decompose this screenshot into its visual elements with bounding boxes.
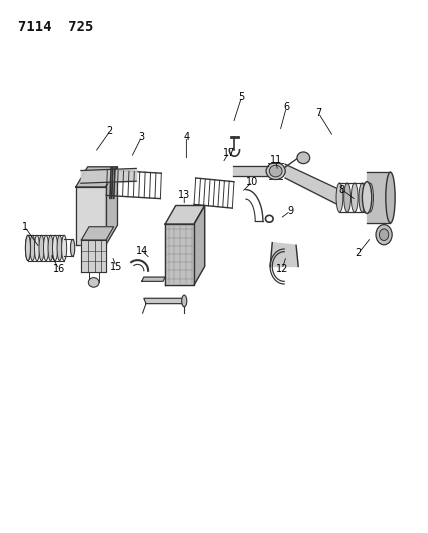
Text: 7: 7 <box>315 108 321 118</box>
Ellipse shape <box>53 235 58 261</box>
Ellipse shape <box>39 235 44 261</box>
Text: 2: 2 <box>355 248 362 259</box>
Ellipse shape <box>363 182 372 214</box>
Text: 3: 3 <box>139 132 145 142</box>
Ellipse shape <box>386 172 395 223</box>
Text: 4: 4 <box>183 132 190 142</box>
Text: 15: 15 <box>110 262 122 271</box>
Polygon shape <box>142 277 165 281</box>
Text: 5: 5 <box>238 92 245 102</box>
Ellipse shape <box>376 224 392 245</box>
Ellipse shape <box>30 235 35 261</box>
Ellipse shape <box>181 295 187 307</box>
Ellipse shape <box>266 163 285 180</box>
Ellipse shape <box>359 183 366 212</box>
Ellipse shape <box>25 235 30 261</box>
Text: 8: 8 <box>339 184 345 195</box>
Polygon shape <box>106 167 117 245</box>
Text: 1: 1 <box>22 222 28 232</box>
Ellipse shape <box>336 183 343 212</box>
Text: 2: 2 <box>107 126 113 136</box>
Text: 16: 16 <box>53 264 65 274</box>
Text: 14: 14 <box>136 246 148 256</box>
Ellipse shape <box>48 235 53 261</box>
Ellipse shape <box>25 235 30 261</box>
Ellipse shape <box>344 183 351 212</box>
Text: 9: 9 <box>288 206 294 216</box>
Ellipse shape <box>62 235 67 261</box>
Polygon shape <box>76 187 106 245</box>
Polygon shape <box>165 206 205 224</box>
Ellipse shape <box>269 165 282 177</box>
Ellipse shape <box>34 235 39 261</box>
Text: 6: 6 <box>283 102 289 112</box>
Ellipse shape <box>88 278 99 287</box>
Ellipse shape <box>379 229 389 240</box>
Text: 10: 10 <box>246 176 259 187</box>
Text: 7114  725: 7114 725 <box>18 20 94 34</box>
Polygon shape <box>270 243 298 266</box>
Ellipse shape <box>297 152 310 164</box>
Polygon shape <box>81 240 106 272</box>
Polygon shape <box>165 224 194 285</box>
Text: 17: 17 <box>223 148 235 158</box>
Text: 12: 12 <box>276 264 288 274</box>
Polygon shape <box>194 206 205 285</box>
Ellipse shape <box>71 239 75 256</box>
Text: 11: 11 <box>270 156 282 165</box>
Ellipse shape <box>367 183 374 212</box>
Polygon shape <box>81 227 114 240</box>
Ellipse shape <box>44 235 49 261</box>
Ellipse shape <box>57 235 62 261</box>
Text: 13: 13 <box>178 190 190 200</box>
Ellipse shape <box>351 183 358 212</box>
Polygon shape <box>144 298 184 304</box>
Polygon shape <box>76 167 117 187</box>
